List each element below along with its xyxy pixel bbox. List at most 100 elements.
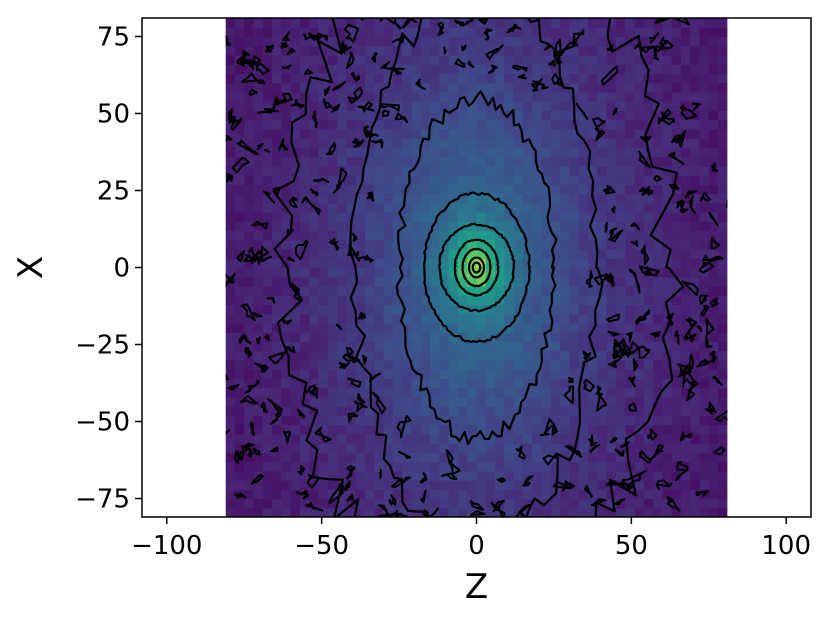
heatmap-cell — [513, 332, 524, 343]
heatmap-cell — [290, 359, 301, 370]
heatmap-cell — [560, 424, 571, 435]
heatmap-cell — [327, 184, 338, 195]
heatmap-cell — [680, 480, 691, 490]
heatmap-cell — [578, 91, 589, 102]
heatmap-cell — [309, 230, 320, 241]
heatmap-cell — [550, 239, 561, 250]
heatmap-cell — [625, 82, 636, 93]
heatmap-cell — [708, 36, 719, 47]
heatmap-cell — [569, 424, 580, 435]
heatmap-cell — [337, 341, 348, 352]
heatmap-cell — [560, 378, 571, 389]
heatmap-cell — [244, 193, 255, 204]
heatmap-cell — [234, 128, 245, 139]
heatmap-cell — [588, 350, 598, 361]
contour-fragment — [236, 139, 259, 155]
heatmap-cell — [671, 396, 682, 407]
heatmap-cell — [262, 304, 273, 315]
contour-fragment — [225, 272, 236, 286]
heatmap-cell — [290, 304, 301, 315]
heatmap-cell — [550, 110, 561, 121]
heatmap-cell — [643, 110, 654, 121]
heatmap-cell — [504, 54, 515, 65]
heatmap-cell — [578, 452, 589, 463]
heatmap-cell — [355, 119, 366, 130]
heatmap-cell — [485, 498, 496, 509]
heatmap-cell — [448, 359, 459, 370]
heatmap-cell — [309, 322, 320, 333]
heatmap-cell — [457, 406, 468, 416]
heatmap-cell — [532, 267, 543, 278]
heatmap-cell — [680, 128, 691, 139]
heatmap-cell — [253, 128, 264, 139]
heatmap-cell — [495, 202, 505, 213]
heatmap-cell — [467, 64, 478, 75]
heatmap-cell — [597, 489, 608, 500]
heatmap-cell — [411, 54, 422, 65]
heatmap-cell — [476, 304, 487, 315]
heatmap-cell — [708, 82, 719, 93]
heatmap-cell — [643, 73, 654, 84]
heatmap-cell — [281, 332, 292, 343]
heatmap-cell — [625, 304, 636, 315]
contour-fragment — [684, 189, 697, 199]
heatmap-cell — [634, 396, 645, 407]
heatmap-cell — [281, 359, 292, 370]
heatmap-cell — [448, 36, 459, 47]
heatmap-cell — [569, 498, 580, 509]
heatmap-cell — [560, 276, 571, 287]
heatmap-cell — [299, 258, 310, 269]
heatmap-cell — [439, 193, 450, 204]
heatmap-cell — [718, 267, 728, 278]
heatmap-cell — [597, 470, 608, 481]
heatmap-cell — [625, 359, 636, 370]
heatmap-cell — [550, 18, 561, 28]
heatmap-cell — [281, 184, 292, 195]
heatmap-cell — [467, 415, 478, 426]
heatmap-cell — [430, 212, 440, 222]
heatmap-cell — [485, 350, 496, 361]
heatmap-cell — [467, 406, 478, 416]
heatmap-cell — [318, 295, 329, 306]
heatmap-cell — [392, 396, 403, 407]
heatmap-cell — [532, 406, 543, 416]
heatmap-cell — [402, 332, 413, 343]
heatmap-cell — [671, 110, 682, 121]
heatmap-cell — [625, 424, 636, 435]
heatmap-cell — [439, 498, 450, 509]
heatmap-cell — [457, 332, 468, 343]
heatmap-cell — [337, 165, 348, 176]
heatmap-cell — [365, 156, 375, 167]
heatmap-cell — [634, 249, 645, 259]
contour-fragment — [387, 67, 405, 75]
heatmap-cell — [309, 54, 320, 65]
heatmap-cell — [718, 54, 728, 65]
heatmap-cell — [309, 36, 320, 47]
heatmap-cell — [448, 175, 459, 185]
contour-fragment — [263, 148, 271, 153]
heatmap-cell — [253, 480, 264, 490]
heatmap-cell — [718, 64, 728, 75]
heatmap-cell — [588, 27, 598, 38]
heatmap-cell — [513, 165, 524, 176]
heatmap-cell — [318, 230, 329, 241]
heatmap-cell — [225, 91, 236, 102]
heatmap-cell — [439, 341, 450, 352]
heatmap-cell — [374, 498, 385, 509]
heatmap-cell — [606, 165, 617, 176]
heatmap-cell — [457, 82, 468, 93]
heatmap-cell — [374, 147, 385, 158]
contour-fragment — [380, 61, 391, 69]
heatmap-cell — [411, 470, 422, 481]
heatmap-cell — [718, 295, 728, 306]
heatmap-cell — [615, 184, 626, 195]
heatmap-cell — [318, 396, 329, 407]
heatmap-cell — [569, 378, 580, 389]
heatmap-cell — [439, 304, 450, 315]
heatmap-cell — [392, 369, 403, 379]
heatmap-cell — [439, 406, 450, 416]
heatmap-cell — [383, 119, 394, 130]
contour-fragment — [397, 450, 412, 459]
heatmap-cell — [411, 212, 422, 222]
contour-fragment — [604, 222, 609, 233]
